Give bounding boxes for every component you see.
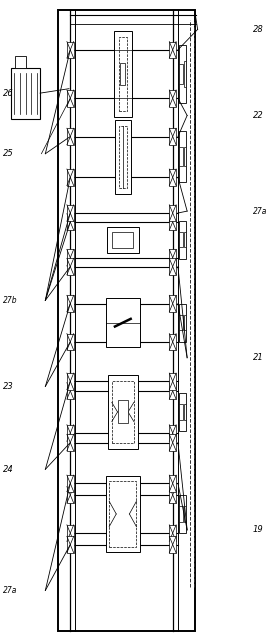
Bar [67,536,74,553]
Bar [67,295,74,312]
Bar [106,475,140,552]
Text: 28: 28 [253,25,264,34]
Bar [169,435,176,451]
Bar [169,169,176,185]
Bar [169,128,176,145]
Bar [67,435,74,451]
Bar [67,128,74,145]
Bar [67,90,74,107]
Bar [179,315,183,330]
Bar [179,45,186,103]
Text: 27b: 27b [3,296,18,305]
Bar [169,90,176,107]
Bar [179,232,183,247]
Bar [169,295,176,312]
Text: 26: 26 [3,89,14,98]
Bar [184,315,186,330]
Bar [169,258,176,275]
Bar [67,383,74,399]
Bar [169,525,176,541]
Bar [11,68,40,119]
Bar [112,381,134,443]
Text: 21: 21 [253,353,264,362]
Bar [112,231,133,248]
Bar [184,232,186,247]
Bar [67,425,74,442]
Bar [179,393,186,431]
Bar [169,204,176,221]
Text: 22: 22 [253,111,264,120]
Text: 24: 24 [3,465,14,474]
Bar [179,148,183,167]
Bar [179,506,183,521]
Bar [169,213,176,230]
Bar [67,373,74,390]
Bar [169,383,176,399]
Bar [179,304,186,342]
Bar [179,495,186,533]
Text: 25: 25 [3,150,14,158]
Bar [184,148,186,167]
Bar [179,65,183,84]
Bar [169,425,176,442]
Bar [179,404,183,420]
Bar [114,31,132,118]
Bar [169,486,176,503]
Bar [169,536,176,553]
Bar [169,334,176,350]
Bar [115,120,131,194]
Bar [67,42,74,58]
Bar [117,401,128,424]
Text: 19: 19 [253,525,264,534]
Bar [184,506,186,521]
Bar [67,525,74,541]
Bar [169,249,176,266]
Bar [184,404,186,420]
Bar [119,127,127,187]
Bar [120,63,126,86]
Bar [179,132,186,182]
Bar [107,227,139,252]
Bar [169,373,176,390]
Bar [107,375,138,449]
Bar [67,204,74,221]
Text: 27a: 27a [253,206,267,215]
Bar [15,56,26,68]
Bar [67,169,74,185]
Bar [67,334,74,350]
Text: 27a: 27a [3,586,18,595]
Bar [109,481,136,547]
Bar [169,475,176,491]
Bar [106,298,140,347]
Bar [67,475,74,491]
Bar [179,220,186,259]
Bar [67,258,74,275]
Bar [119,37,127,111]
Bar [67,213,74,230]
Text: 23: 23 [3,382,14,391]
Bar [67,249,74,266]
Bar [67,486,74,503]
Bar [59,10,195,631]
Bar [169,42,176,58]
Bar [184,61,186,87]
